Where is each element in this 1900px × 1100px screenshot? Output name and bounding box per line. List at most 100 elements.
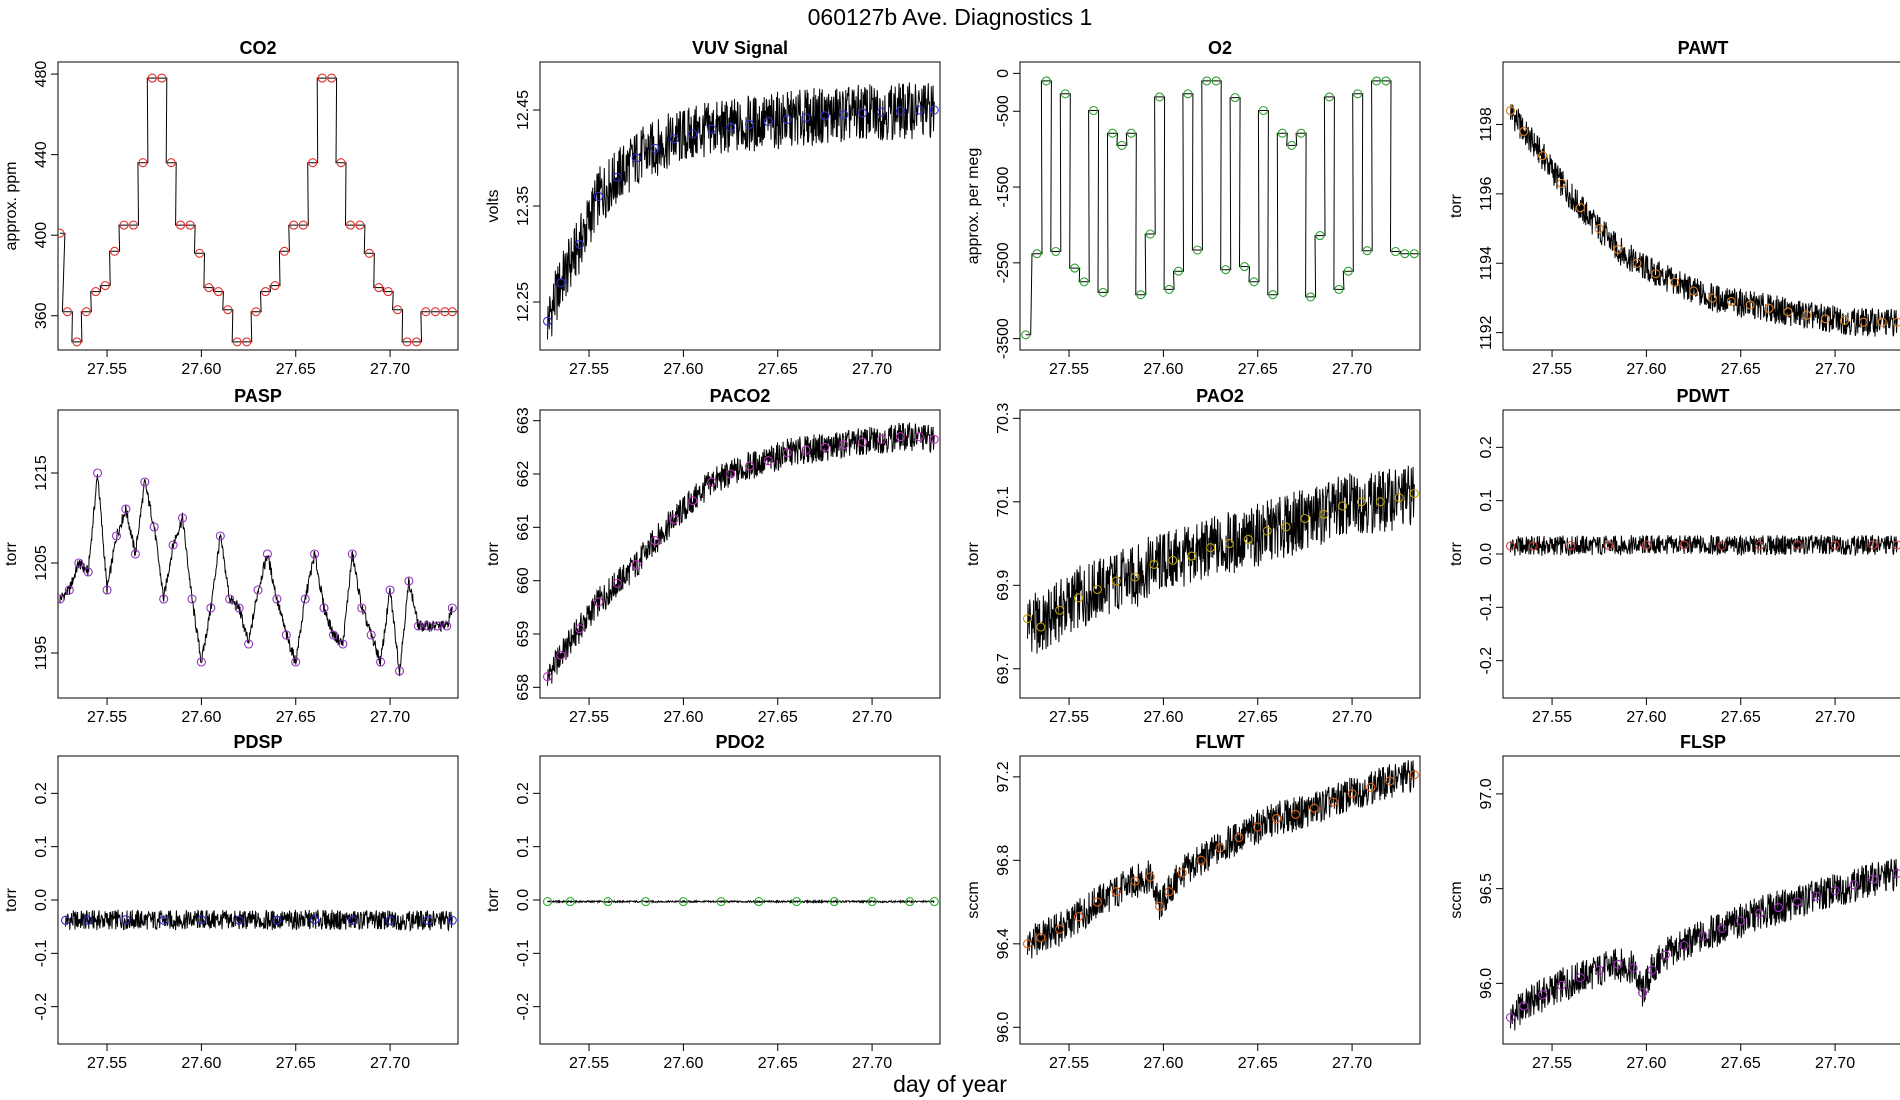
data-point bbox=[234, 915, 244, 925]
data-point bbox=[1689, 286, 1699, 296]
y-tick-label: 0.0 bbox=[1478, 543, 1495, 565]
data-point bbox=[1168, 555, 1178, 565]
panel-flsp: FLSP 27.55 27.60 27.65 27.70 96.0 96.5 97.0 sccm bbox=[1448, 732, 1900, 1072]
plot-frame bbox=[1502, 61, 1900, 351]
x-tick-label: 27.70 bbox=[852, 361, 892, 378]
y-tick-label: 97.2 bbox=[995, 761, 1012, 792]
data-point bbox=[291, 657, 301, 667]
data-point bbox=[1670, 277, 1680, 287]
panel-o2: O2 27.55 27.60 27.65 27.70 -3500 -2500 -1500 -50… bbox=[965, 38, 1421, 378]
data-point bbox=[394, 666, 405, 676]
data-point bbox=[1334, 284, 1344, 294]
panel-paco2: PACO2 27.55 27.60 27.65 27.70 658 659 660 661 662… bbox=[485, 386, 941, 726]
data-point bbox=[1306, 292, 1316, 302]
y-tick-label: 1196 bbox=[1478, 177, 1495, 212]
data-point bbox=[1505, 106, 1516, 116]
data-point bbox=[556, 650, 566, 660]
data-point bbox=[1717, 540, 1727, 551]
data-point bbox=[1164, 887, 1174, 897]
x-tick-label: 27.60 bbox=[663, 1055, 703, 1072]
data-point bbox=[319, 603, 329, 613]
data-point bbox=[1792, 540, 1802, 550]
data-point bbox=[347, 915, 357, 925]
data-group bbox=[1505, 534, 1900, 557]
y-tick-label: 0.0 bbox=[33, 889, 50, 911]
data-point bbox=[612, 172, 622, 182]
data-point bbox=[1022, 939, 1033, 949]
y-tick-label: 1192 bbox=[1478, 315, 1495, 350]
data-point bbox=[328, 630, 339, 640]
y-tick-label: 96.0 bbox=[1478, 968, 1495, 999]
x-tick-label: 27.70 bbox=[1332, 1055, 1372, 1072]
x-tick-label: 27.60 bbox=[181, 361, 221, 378]
data-point bbox=[1281, 522, 1291, 532]
data-point bbox=[336, 158, 346, 168]
data-point bbox=[905, 897, 915, 907]
panel-vuv: VUV Signal 27.55 27.60 27.65 27.70 12.25 12.35… bbox=[485, 38, 941, 378]
data-point bbox=[159, 594, 169, 604]
data-point bbox=[744, 119, 754, 129]
data-point bbox=[792, 897, 802, 907]
data-point bbox=[1164, 284, 1174, 294]
data-point bbox=[1660, 950, 1670, 960]
data-point bbox=[1594, 224, 1604, 234]
data-point bbox=[1296, 128, 1306, 138]
x-tick-label: 27.60 bbox=[1626, 1055, 1666, 1072]
data-point bbox=[262, 549, 272, 559]
data-point bbox=[542, 897, 553, 907]
data-point bbox=[194, 248, 205, 258]
data-point bbox=[272, 915, 282, 925]
x-tick-label: 27.55 bbox=[1532, 361, 1572, 378]
data-point bbox=[1126, 128, 1136, 138]
data-point bbox=[58, 594, 65, 604]
data-point bbox=[1343, 266, 1353, 276]
data-point bbox=[1638, 988, 1648, 998]
data-point bbox=[669, 134, 679, 144]
data-point bbox=[91, 287, 101, 297]
y-tick-label: 660 bbox=[515, 567, 532, 594]
data-point bbox=[1868, 540, 1878, 550]
x-tick-label: 27.70 bbox=[1815, 1055, 1855, 1072]
data-point bbox=[914, 105, 924, 115]
data-point bbox=[185, 220, 195, 230]
y-axis-label: torr bbox=[485, 541, 502, 566]
data-point bbox=[876, 107, 887, 117]
panel-title: PAO2 bbox=[1196, 386, 1244, 406]
data-point bbox=[1319, 509, 1329, 519]
data-point bbox=[60, 915, 71, 925]
x-tick-label: 27.70 bbox=[1815, 361, 1855, 378]
y-tick-label: 663 bbox=[515, 407, 532, 434]
data-point bbox=[81, 307, 91, 317]
panel-pasp: PASP 27.55 27.60 27.65 27.70 1195 1205 1215 torr bbox=[3, 386, 459, 726]
data-point bbox=[1111, 576, 1121, 586]
data-point bbox=[355, 220, 365, 230]
data-point bbox=[93, 468, 103, 478]
data-point bbox=[1755, 540, 1765, 551]
data-point bbox=[1745, 300, 1755, 310]
data-point bbox=[423, 621, 433, 631]
x-tick-label: 27.60 bbox=[181, 1055, 221, 1072]
data-point bbox=[242, 337, 252, 347]
panel-title: FLSP bbox=[1680, 732, 1726, 752]
data-point bbox=[317, 73, 327, 83]
data-point bbox=[1707, 293, 1717, 303]
panel-title: VUV Signal bbox=[692, 38, 788, 58]
data-point bbox=[1519, 1001, 1529, 1011]
data-point bbox=[876, 434, 887, 444]
panel-title: CO2 bbox=[239, 38, 276, 58]
panel-co2: CO2 27.55 27.60 27.65 27.70 360 400 440 480 appro… bbox=[3, 38, 459, 378]
data-point bbox=[1356, 497, 1367, 507]
data-point bbox=[1409, 488, 1419, 499]
data-point bbox=[1277, 128, 1287, 138]
x-tick-label: 27.55 bbox=[1532, 709, 1572, 726]
data-point bbox=[1309, 803, 1319, 813]
y-tick-label: 0.1 bbox=[515, 835, 532, 857]
data-point bbox=[688, 496, 698, 506]
data-point bbox=[858, 437, 868, 447]
y-tick-label: 70.3 bbox=[995, 403, 1012, 434]
y-tick-label: 0.1 bbox=[1478, 489, 1495, 511]
y-tick-label: -0.2 bbox=[33, 993, 50, 1021]
data-point bbox=[72, 337, 82, 347]
y-tick-label: 12.45 bbox=[515, 90, 532, 130]
x-tick-label: 27.60 bbox=[663, 361, 703, 378]
